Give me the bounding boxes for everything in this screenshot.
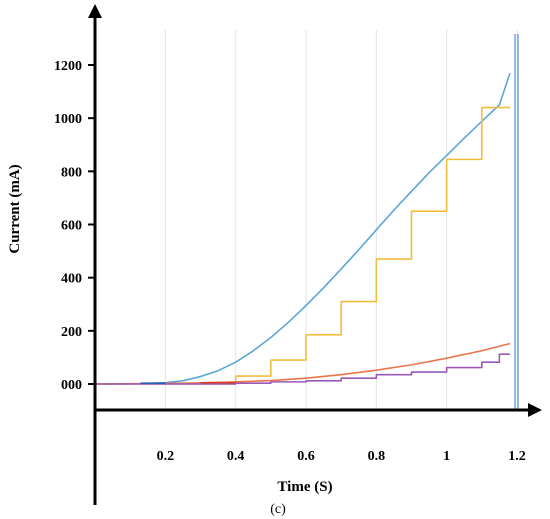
tick-labels: 0.2 0.4 0.6 0.8 1 1.2 000 200 400 600 800 1000 1200 (54, 59, 526, 464)
series-line (94, 342, 511, 385)
y-tick-label: 800 (61, 165, 82, 180)
y-tick-label: 000 (61, 378, 82, 393)
x-axis-title: Time (S) (277, 479, 332, 495)
y-tick-label: 200 (61, 325, 82, 340)
x-tick-label: 0.2 (157, 449, 175, 464)
series-line (95, 106, 510, 385)
figure-caption: (c) (270, 502, 286, 517)
y-axis-title: Current (mA) (7, 164, 23, 253)
y-tick-label: 1200 (54, 59, 82, 74)
x-tick-label: 0.8 (368, 449, 386, 464)
y-tick-label: 600 (61, 219, 82, 234)
series-line (95, 72, 511, 385)
series-line (95, 353, 510, 385)
series-group (94, 34, 519, 410)
x-tick-label: 0.6 (297, 449, 315, 464)
grid-lines (164, 30, 518, 410)
y-tick-label: 1000 (54, 112, 82, 127)
x-tick-label: 0.4 (227, 449, 245, 464)
axes (88, 4, 542, 505)
y-tick-label: 400 (61, 272, 82, 287)
y-axis-arrow-icon (88, 4, 102, 18)
x-tick-label: 1.2 (508, 449, 526, 464)
x-axis-arrow-icon (528, 403, 542, 417)
x-tick-label: 1 (443, 449, 450, 464)
